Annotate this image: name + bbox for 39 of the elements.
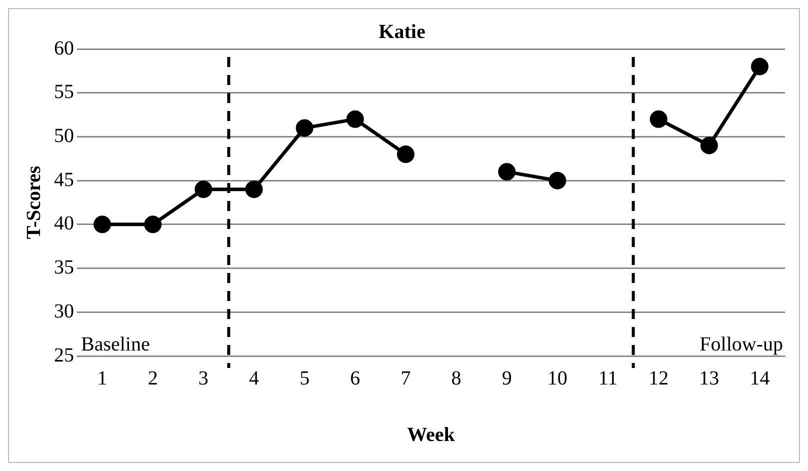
x-tick-label: 5 [300, 367, 310, 390]
y-tick-label: 60 [54, 37, 74, 60]
chart-title: Katie [378, 21, 426, 44]
y-tick-label: 45 [54, 168, 74, 191]
x-tick-label: 4 [249, 367, 259, 390]
x-tick-label: 8 [451, 367, 462, 390]
x-tick-label: 12 [648, 367, 669, 390]
point [194, 180, 212, 198]
y-axis-title: T-Scores [23, 166, 46, 240]
point [650, 110, 668, 128]
x-tick-label: 7 [400, 367, 411, 390]
x-tick-label: 13 [699, 367, 720, 390]
x-tick-label: 10 [547, 367, 568, 390]
x-tick-label: 2 [148, 367, 158, 390]
point [700, 136, 718, 154]
point [548, 172, 566, 190]
point [94, 216, 112, 234]
x-tick-label: 3 [198, 367, 208, 390]
point [396, 146, 414, 164]
y-tick-label: 35 [54, 256, 74, 279]
x-axis-title: Week [407, 424, 456, 446]
y-tick-label: 40 [54, 212, 74, 235]
x-tick-label: 14 [750, 367, 770, 390]
y-tick-label: 50 [54, 124, 74, 147]
x-tick-label: 6 [350, 367, 360, 390]
point [296, 119, 314, 137]
annotation: Baseline [81, 333, 150, 356]
x-tick-label: 9 [502, 367, 512, 390]
x-tick-label: 11 [598, 367, 618, 390]
x-tick-label: 1 [97, 367, 108, 390]
point [144, 216, 162, 234]
annotation: Follow-up [700, 333, 783, 356]
y-tick-label: 55 [54, 81, 74, 104]
y-tick-label: 25 [54, 344, 74, 366]
point [498, 163, 516, 181]
point [750, 58, 768, 76]
point [346, 110, 364, 128]
point [245, 180, 263, 198]
y-tick-label: 30 [54, 300, 74, 322]
